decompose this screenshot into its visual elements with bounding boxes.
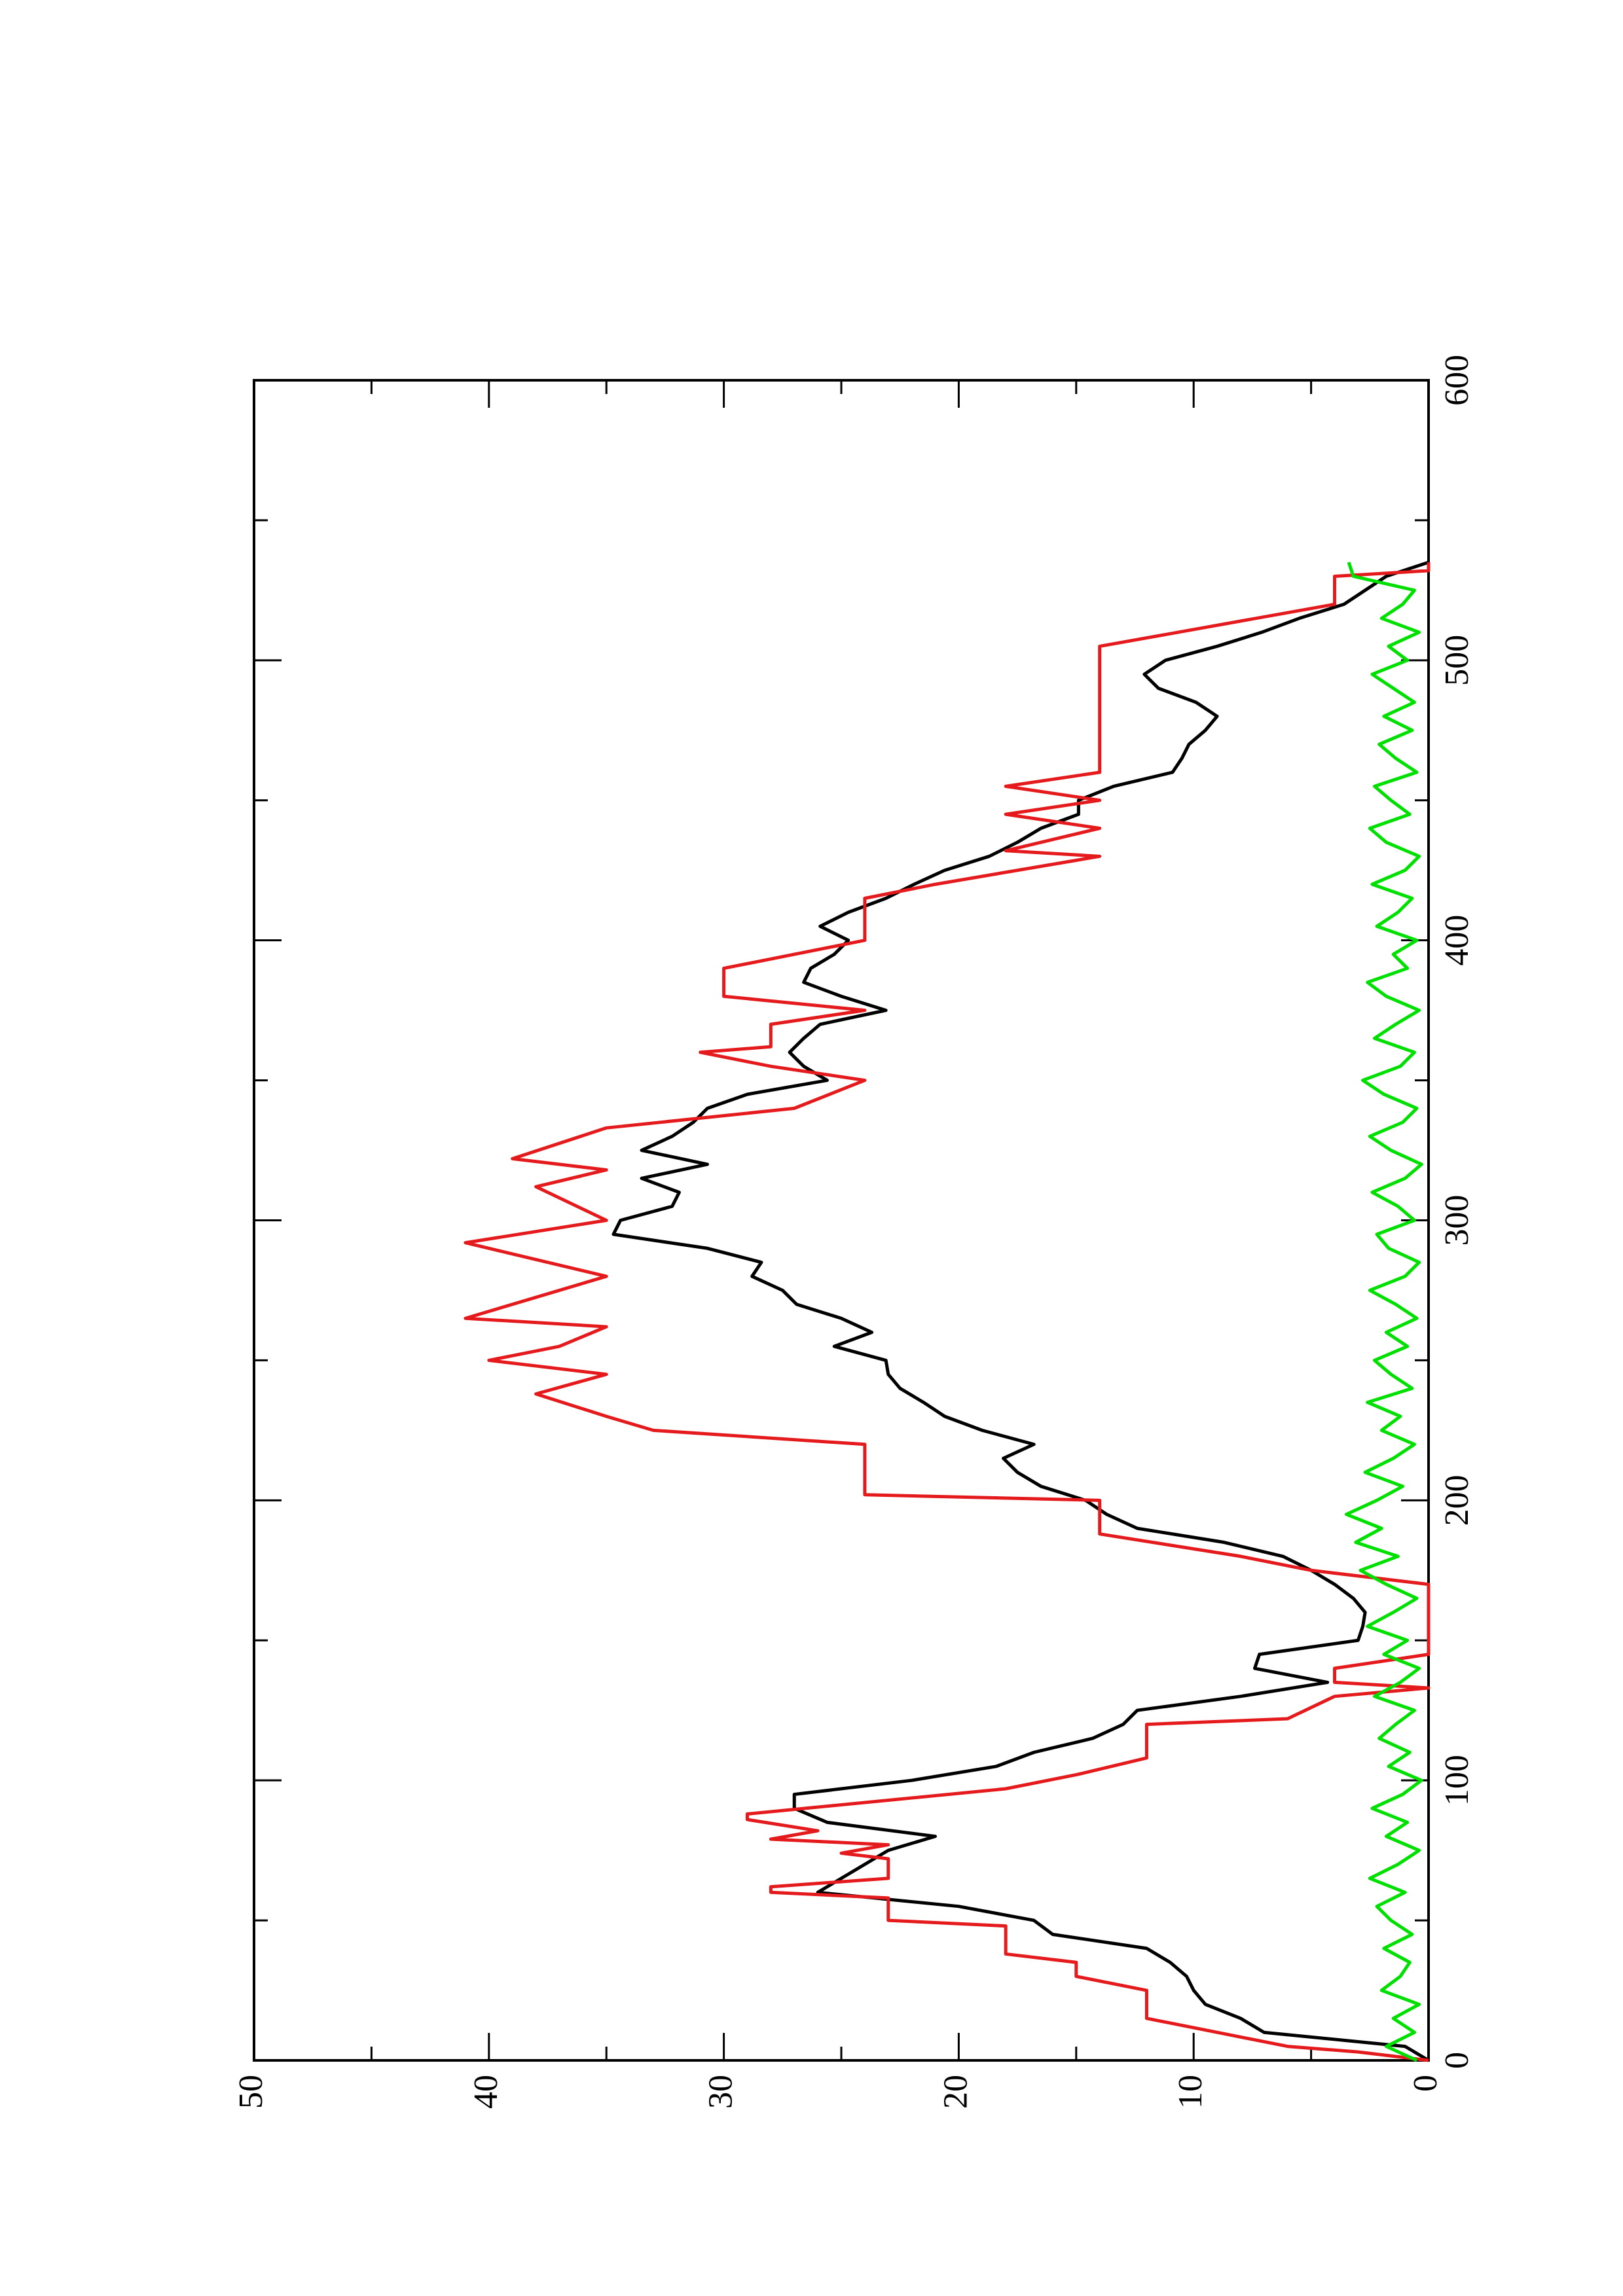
x-tick-label: 100 (1438, 1755, 1476, 1806)
series-line (1344, 562, 1423, 2062)
y-tick-label: 0 (1407, 2075, 1444, 2092)
x-tick-label: 300 (1438, 1195, 1476, 1246)
x-tick-label: 400 (1438, 915, 1476, 966)
y-tick-label: 10 (1172, 2075, 1209, 2109)
y-tick-label: 20 (937, 2075, 974, 2109)
y-tick-label: 40 (467, 2075, 505, 2109)
x-tick-label: 200 (1438, 1475, 1476, 1526)
series-line (464, 562, 1431, 2062)
y-tick-label: 50 (232, 2075, 270, 2109)
series-line (611, 560, 1430, 2062)
x-tick-label: 600 (1438, 355, 1476, 406)
x-tick-label: 500 (1438, 635, 1476, 686)
plot-frame (253, 379, 1430, 2062)
plot-area: 0 100 200 300 400 500 600 0 10 20 30 40 50 (232, 355, 1476, 2109)
y-tick-label: 30 (702, 2075, 740, 2109)
x-tick-label: 0 (1438, 2052, 1476, 2069)
